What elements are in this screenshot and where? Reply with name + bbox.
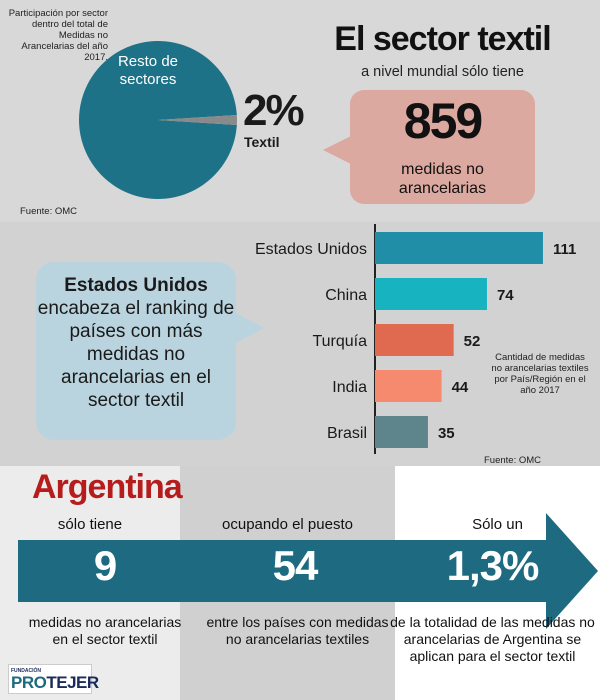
argentina-title: Argentina xyxy=(32,468,183,506)
bubble-tail xyxy=(323,136,351,164)
col2-value: 54 xyxy=(272,542,319,589)
bar-value-label: 44 xyxy=(452,379,469,396)
col3-foot-line1: de la totalidad de las medidas no xyxy=(390,614,595,630)
col3-head: Sólo un xyxy=(472,516,523,533)
big-label-line2: arancelarias xyxy=(398,180,487,197)
bar-value-label: 111 xyxy=(553,241,576,258)
bar-category-label: India xyxy=(332,379,367,396)
ranking-bubble-text: Estados Unidos encabeza el ranking de pa… xyxy=(36,274,236,412)
bar-1 xyxy=(375,232,543,264)
bar-category-label: China xyxy=(325,287,367,304)
bar-4 xyxy=(375,370,442,402)
pie-source: Fuente: OMC xyxy=(20,206,78,217)
big-number: 859 xyxy=(403,93,483,149)
col2-foot: entre los países con medidas no arancela… xyxy=(180,614,415,648)
col1-foot: medidas no arancelarias en el sector tex… xyxy=(0,614,210,648)
col1-value: 9 xyxy=(93,542,117,589)
col1-foot-line1: medidas no arancelarias xyxy=(28,614,182,630)
logo-tejer: TEJER xyxy=(46,673,99,692)
pie-slice-rest xyxy=(79,40,237,199)
col3-foot: de la totalidad de las medidas no arance… xyxy=(385,614,600,665)
col1-head: sólo tiene xyxy=(57,516,123,533)
col3-value: 1,3% xyxy=(446,542,540,589)
big-number-label: medidas no arancelarias xyxy=(350,160,535,198)
col2-foot-line2: no arancelarias textiles xyxy=(225,631,370,647)
col2-foot-line1: entre los países con medidas xyxy=(206,614,389,630)
col3-foot-line3: aplican para el sector textil xyxy=(409,648,576,664)
protejer-logo xyxy=(8,664,92,694)
logo-small-text: FUNDACIÓN xyxy=(11,668,41,674)
bar-chart: Estados Unidos 111 China 74 Turquía 52 India 44… xyxy=(255,224,576,454)
ranking-bubble xyxy=(36,262,236,440)
logo-main-text: PROTEJER xyxy=(11,673,99,693)
bar-value-label: 35 xyxy=(438,425,455,442)
textil-percentage: 2% xyxy=(243,86,305,135)
bar-category-label: Turquía xyxy=(312,333,367,350)
bar-3 xyxy=(375,324,454,356)
bar-5 xyxy=(375,416,428,448)
pie-caption: Participación por sector dentro del tota… xyxy=(8,8,108,63)
headline-title: El sector textil xyxy=(334,20,551,58)
arrow-band xyxy=(18,540,546,602)
pie-rest-label-line1: Resto de xyxy=(118,53,178,70)
pie-rest-label-line2: sectores xyxy=(120,71,177,88)
col2-head: ocupando el puesto xyxy=(222,516,353,533)
textil-label: Textil xyxy=(244,134,280,150)
logo-pro: PRO xyxy=(11,673,47,692)
bar-value-label: 74 xyxy=(497,287,514,304)
headline-subtitle: a nivel mundial sólo tiene xyxy=(361,64,524,80)
pie-slice-textil xyxy=(158,115,237,125)
arrow-head xyxy=(546,513,598,629)
highlight-bubble xyxy=(350,90,535,204)
col3-foot-line2: arancelarias de Argentina se xyxy=(403,631,582,647)
bar-category-label: Estados Unidos xyxy=(255,241,367,258)
chart-note: Cantidad de medidas no arancelarias text… xyxy=(491,352,589,396)
ranking-bubble-bold: Estados Unidos xyxy=(64,275,208,296)
bar-category-label: Brasil xyxy=(327,425,367,442)
ranking-bubble-rest: encabeza el ranking de países con más me… xyxy=(37,298,235,411)
bar-2 xyxy=(375,278,487,310)
col1-foot-line2: en el sector textil xyxy=(52,631,158,647)
chart-source: Fuente: OMC xyxy=(484,455,542,466)
bar-value-label: 52 xyxy=(464,333,481,350)
big-label-line1: medidas no xyxy=(401,161,484,178)
ranking-bubble-tail xyxy=(234,312,264,344)
